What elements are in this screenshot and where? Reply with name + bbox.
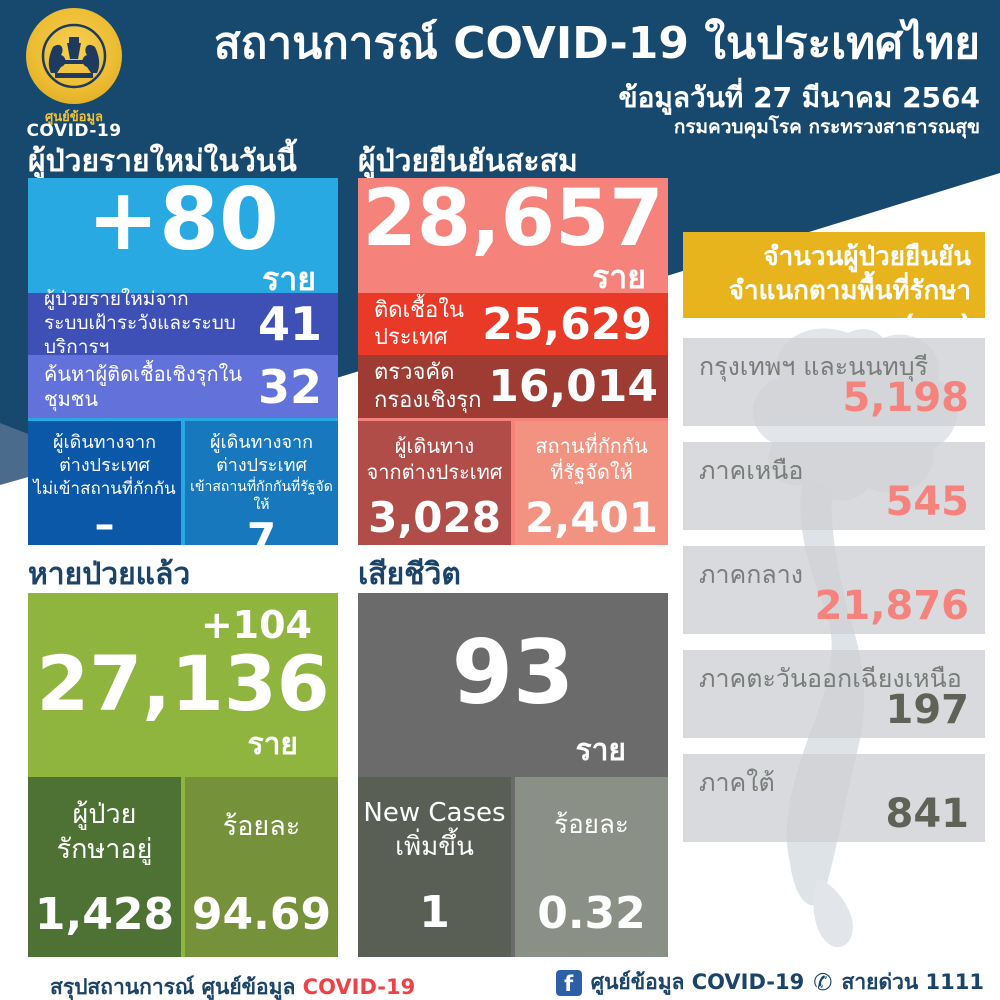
domestic-infection-row: ติดเชื้อในประเทศ 25,629 [358, 293, 668, 355]
region-label: ภาคใต้ [699, 768, 775, 797]
travelers-no-quarantine-value: – [94, 501, 115, 548]
logo-caption-line1: ศูนย์ข้อมูล [45, 110, 103, 125]
box-label-line: ผู้เดินทางจาก [52, 432, 156, 453]
region-value: 21,876 [814, 583, 969, 629]
data-date: ข้อมูลวันที่ 27 มีนาคม 2564 [618, 81, 980, 114]
domestic-infection-label: ติดเชื้อในประเทศ [374, 297, 465, 351]
region-value: 5,198 [842, 375, 969, 421]
footer-summary-highlight: COVID-19 [302, 975, 416, 999]
deaths-percent-value: 0.32 [537, 887, 646, 939]
seal-emblem-icon [41, 23, 107, 89]
travelers-abroad-box: ผู้เดินทาง จากต่างประเทศ 3,028 [358, 421, 511, 545]
box-label-line: ที่รัฐจัดให้ [550, 460, 633, 484]
new-cases-unit: ราย [262, 260, 316, 298]
travelers-state-quarantine-value: 7 [246, 514, 277, 564]
state-quarantine-box: สถานที่กักกัน ที่รัฐจัดให้ 2,401 [515, 421, 668, 545]
recovered-percent-box: ร้อยละ 94.69 [185, 777, 338, 957]
hotline-label: สายด่วน 1111 [841, 970, 984, 994]
box-label-line: ผู้เดินทางจาก [209, 432, 313, 453]
region-bar-north: ภาคเหนือ 545 [683, 442, 985, 530]
deaths-new-box: New Cases เพิ่มขึ้น 1 [358, 777, 511, 957]
cumulative-value: 28,657 [362, 174, 664, 264]
domestic-infection-value: 25,629 [482, 298, 652, 350]
travelers-no-quarantine-box: ผู้เดินทางจาก ต่างประเทศ ไม่เข้าสถานที่ก… [28, 421, 181, 548]
proactive-search-row: ค้นหาผู้ติดเชื้อเชิงรุกในชุมชน 32 [28, 355, 338, 418]
box-label-line: สถานที่กักกัน [535, 434, 648, 458]
box-label-line: New Cases [363, 798, 506, 828]
state-quarantine-value: 2,401 [525, 493, 658, 542]
section-title-recovered: หายป่วยแล้ว [28, 557, 191, 592]
box-label-line: เข้าสถานที่กักกันที่รัฐจัดให้ [190, 478, 333, 513]
recovered-unit: ราย [247, 727, 298, 762]
box-label-line: ไม่เข้าสถานที่กักกัน [33, 478, 176, 499]
phone-icon: ✆ [813, 969, 833, 996]
region-value: 197 [885, 687, 970, 733]
box-label-line: รักษาอยู่ [56, 834, 153, 866]
government-seal-logo [26, 8, 122, 104]
region-label: กรุงเทพฯ และนนทบุรี [699, 352, 929, 381]
region-label: ภาคกลาง [699, 560, 803, 589]
footer-summary-prefix: สรุปสถานการณ์ ศูนย์ข้อมูล [50, 975, 303, 999]
surveillance-label-line1: ผู้ป่วยรายใหม่จาก [44, 288, 189, 311]
box-label-line: เพิ่มขึ้น [395, 831, 474, 862]
box-label-line: ผู้เดินทาง [394, 434, 475, 458]
section-title-cumulative: ผู้ป่วยยืนยันสะสม [358, 144, 578, 179]
under-treatment-value: 1,428 [34, 889, 175, 941]
surveillance-label-line2: ระบบเฝ้าระวังและระบบบริการฯ [44, 312, 236, 358]
deaths-percent-box: ร้อยละ 0.32 [515, 777, 668, 957]
region-bar-bangkok: กรุงเทพฯ และนนทบุรี 5,198 [683, 338, 985, 426]
new-cases-card: +80 ราย ผู้ป่วยรายใหม่จาก ระบบเฝ้าระวังแ… [28, 170, 338, 563]
travelers-state-quarantine-box: ผู้เดินทางจาก ต่างประเทศ เข้าสถานที่กักก… [185, 421, 338, 563]
footer-contacts: f ศูนย์ข้อมูล COVID-19 ✆ สายด่วน 1111 [555, 966, 984, 999]
proactive-screening-row: ตรวจคัดกรองเชิงรุก 16,014 [358, 355, 668, 418]
proactive-screening-label: ตรวจคัดกรองเชิงรุก [374, 360, 482, 413]
cumulative-unit: ราย [592, 258, 646, 296]
box-label-line: จากต่างประเทศ [366, 460, 503, 484]
section-title-deaths: เสียชีวิต [358, 557, 461, 592]
regions-header-line2: จำแนกตามพื้นที่รักษา (ราย) [728, 275, 971, 340]
under-treatment-box: ผู้ป่วย รักษาอยู่ 1,428 [28, 777, 181, 957]
recovered-percent-value: 94.69 [191, 889, 332, 941]
regions-header: จำนวนผู้ป่วยยืนยัน จำแนกตามพื้นที่รักษา … [683, 232, 985, 340]
department-name: กรมควบคุมโรค กระทรวงสาธารณสุข [673, 116, 980, 138]
footer-summary: สรุปสถานการณ์ ศูนย์ข้อมูล COVID-19 [50, 971, 415, 1000]
region-bar-northeast: ภาคตะวันออกเฉียงเหนือ 197 [683, 650, 985, 738]
deaths-value: 93 [451, 621, 575, 724]
proactive-search-value: 32 [257, 359, 322, 414]
region-label: ภาคเหนือ [699, 456, 804, 485]
box-label-line: ต่างประเทศ [59, 455, 150, 477]
facebook-page-label: ศูนย์ข้อมูล COVID-19 [590, 970, 805, 994]
surveillance-value: 41 [257, 297, 322, 351]
section-title-new-cases: ผู้ป่วยรายใหม่ในวันนี้ [28, 144, 297, 179]
deaths-percent-label: ร้อยละ [554, 810, 629, 840]
proactive-search-label: ค้นหาผู้ติดเชื้อเชิงรุกในชุมชน [44, 361, 243, 411]
region-label: ภาคตะวันออกเฉียงเหนือ [699, 664, 962, 693]
box-label-line: ต่างประเทศ [216, 455, 307, 477]
deaths-card: 93 ราย New Cases เพิ่มขึ้น 1 ร้อยละ 0.32 [358, 593, 668, 957]
deaths-new-value: 1 [419, 886, 450, 938]
logo-caption-line2: COVID-19 [26, 121, 122, 141]
recovered-card: +104 27,136 ราย ผู้ป่วย รักษาอยู่ 1,428 … [28, 593, 338, 957]
facebook-icon: f [555, 969, 582, 996]
region-bar-south: ภาคใต้ 841 [683, 754, 985, 842]
recovered-percent-label: ร้อยละ [222, 811, 301, 842]
regions-header-line1: จำนวนผู้ป่วยยืนยัน [763, 242, 971, 272]
box-label-line: ผู้ป่วย [72, 799, 137, 830]
travelers-abroad-value: 3,028 [368, 493, 501, 542]
region-value: 841 [885, 791, 970, 837]
page-title: สถานการณ์ COVID-19 ในประเทศไทย [213, 18, 980, 69]
cumulative-card: 28,657 ราย ติดเชื้อในประเทศ 25,629 ตรวจค… [358, 174, 668, 545]
region-value: 545 [885, 479, 970, 525]
deaths-unit: ราย [575, 733, 626, 768]
recovered-delta: +104 [200, 603, 312, 647]
recovered-value: 27,136 [36, 639, 330, 728]
region-bar-central: ภาคกลาง 21,876 [683, 546, 985, 634]
new-cases-value: +80 [87, 170, 279, 270]
proactive-screening-value: 16,014 [488, 361, 658, 412]
surveillance-row: ผู้ป่วยรายใหม่จาก ระบบเฝ้าระวังและระบบบร… [28, 288, 338, 358]
